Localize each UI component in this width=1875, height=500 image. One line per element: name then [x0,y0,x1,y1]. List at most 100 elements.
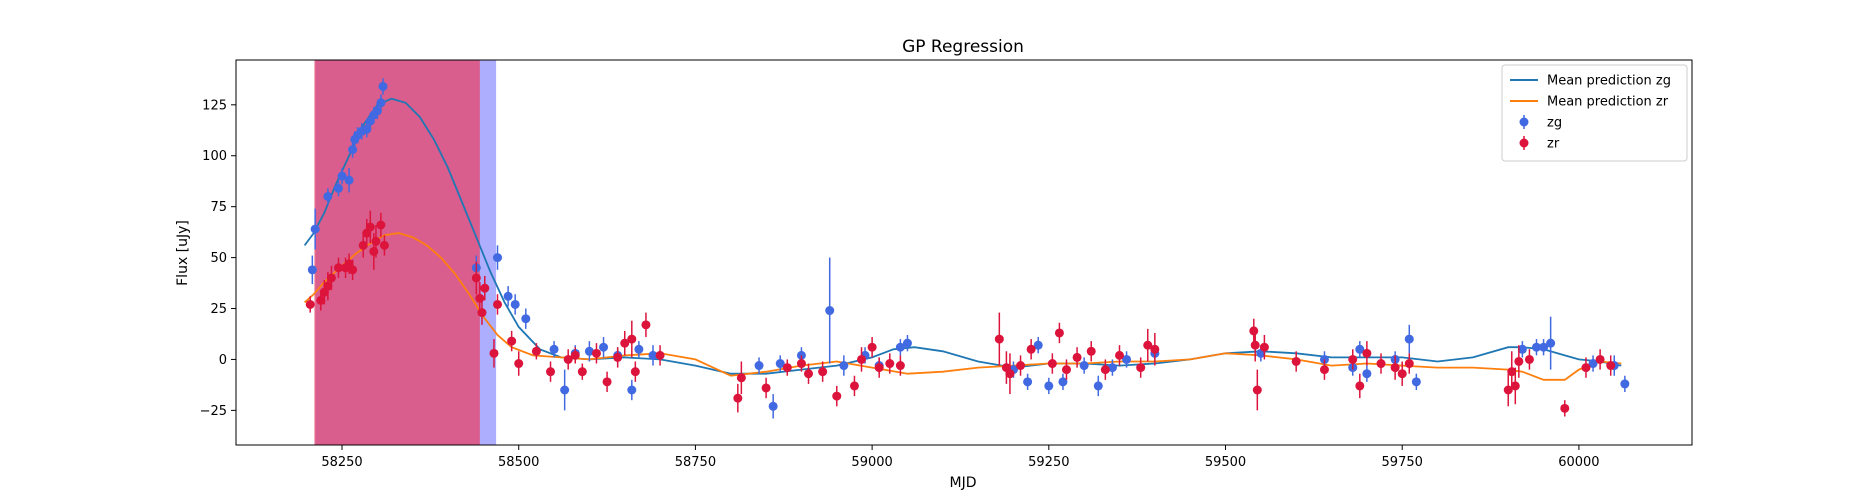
marker-zg [323,191,333,201]
y-tick-label: 0 [219,353,227,368]
marker-zr [782,363,792,373]
marker-zr [563,354,573,364]
data-point-zg [1517,341,1527,358]
data-point-zg [1620,375,1630,393]
marker-zr [1250,340,1260,350]
data-point-zr [1319,359,1329,380]
marker-zr [796,359,806,369]
marker-zr [348,265,358,275]
marker-zg [1122,354,1132,364]
x-tick-label: 59000 [851,455,892,470]
data-point-zr [1114,345,1124,366]
data-point-zr [1291,351,1301,372]
data-point-zr [895,355,905,376]
data-point-zg [1107,359,1117,376]
marker-zr [507,336,517,346]
x-tick-label: 59250 [1028,455,1069,470]
marker-zr [1150,344,1160,354]
marker-zr [369,246,379,256]
chart-title: GP Regression [902,37,1024,57]
x-tick-label: 59750 [1382,455,1423,470]
data-point-zg [344,167,354,193]
data-point-zg [895,339,905,356]
data-point-zr [1581,357,1591,378]
marker-zr [1061,365,1071,375]
data-point-zg [584,341,594,362]
data-point-zr [613,347,623,368]
marker-zr [514,359,524,369]
marker-zr [1390,363,1400,373]
marker-zg [493,253,503,263]
data-point-zr [1404,353,1414,374]
plot-area [303,60,1630,445]
data-point-zr [1100,359,1110,380]
data-point-zr [1250,328,1260,362]
marker-zr [613,352,623,362]
marker-zr [885,359,895,369]
data-point-zr [371,225,381,258]
marker-zr [480,283,490,293]
marker-zr [471,273,481,283]
data-point-zr [874,357,884,378]
data-point-zr [1252,369,1262,411]
data-point-zg [1355,341,1365,358]
marker-zg [549,344,559,354]
marker-zr [1606,361,1616,371]
data-point-zg [1044,377,1054,395]
marker-zr [577,367,587,377]
marker-zg [584,346,594,356]
data-point-zg [307,255,317,285]
marker-zg [560,385,570,395]
marker-zr [867,342,877,352]
marker-zr [570,350,580,360]
marker-zg [648,350,658,360]
data-point-zr [1560,400,1570,417]
marker-zg [348,145,358,155]
data-point-zr [365,210,375,244]
data-point-zr [348,259,358,280]
data-point-zg [902,335,912,352]
plot-frame [235,59,1693,446]
marker-zg [1044,381,1054,391]
x-tick-label: 59500 [1205,455,1246,470]
marker-zg [1532,342,1542,352]
marker-zr [546,367,556,377]
legend-item: zg [1519,115,1562,131]
data-point-zg [1588,355,1598,372]
marker-zr [477,308,487,318]
marker-zg [1404,334,1414,344]
marker-zr [493,299,503,309]
marker-zg [307,265,317,275]
marker-zg [1588,359,1598,369]
y-tick-label: 100 [202,149,227,164]
data-point-zr [1143,328,1153,362]
data-point-zr [507,330,517,352]
data-point-zg [337,167,347,185]
data-point-zr [1136,357,1146,378]
marker-zg [344,175,354,185]
y-tick-label: 50 [210,251,227,266]
data-point-zr [514,351,524,376]
marker-zg [510,299,520,309]
marker-zr [736,373,746,383]
marker-zg [1546,338,1556,348]
data-point-zr [1397,361,1407,386]
marker-zg [895,342,905,352]
data-point-zr [489,339,499,368]
marker-zr [1510,381,1520,391]
data-point-zr [493,294,503,315]
marker-zr [1404,359,1414,369]
data-point-zg [634,341,644,358]
data-point-zr [630,361,640,382]
data-point-zr [761,377,771,399]
data-point-zg [1023,373,1033,390]
x-tick-label: 58750 [675,455,716,470]
marker-zg [503,291,513,301]
marker-zg [372,106,382,116]
data-point-zr [1362,341,1372,366]
data-point-zr [867,337,877,358]
data-point-zg [599,337,609,358]
data-point-zr [1072,347,1082,368]
data-point-zg [627,379,637,401]
